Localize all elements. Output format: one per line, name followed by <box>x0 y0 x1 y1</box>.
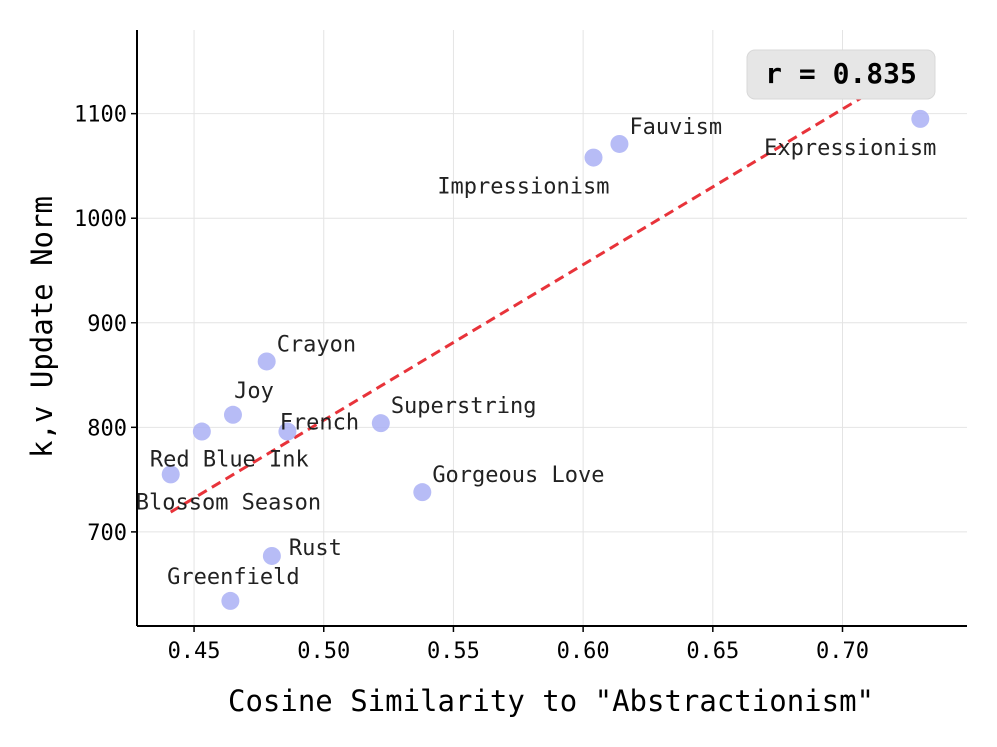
point-label: Fauvism <box>629 115 722 140</box>
grid-lines <box>137 30 967 626</box>
point-label: Gorgeous Love <box>432 463 604 488</box>
y-ticks: 700 800 900 1000 1100 <box>74 103 137 546</box>
point-label: Blossom Season <box>136 490 321 515</box>
y-tick-label: 1100 <box>74 103 127 128</box>
point-label: Greenfield <box>167 565 299 590</box>
x-tick-label: 0.65 <box>686 639 739 664</box>
data-point <box>262 546 281 565</box>
y-tick-label: 800 <box>87 416 127 441</box>
data-point <box>192 422 211 441</box>
x-tick-label: 0.45 <box>168 639 221 664</box>
y-axis-title: k,v Update Norm <box>25 196 59 458</box>
y-tick-label: 1000 <box>74 207 127 232</box>
data-point <box>221 591 240 610</box>
x-tick-label: 0.60 <box>557 639 610 664</box>
x-tick-label: 0.50 <box>297 639 350 664</box>
y-tick-label: 900 <box>87 312 127 337</box>
data-point <box>584 148 603 167</box>
trendline-layer <box>169 61 922 514</box>
data-point <box>257 352 276 371</box>
point-label: Rust <box>289 536 342 561</box>
data-point <box>413 483 432 502</box>
data-point <box>610 134 629 153</box>
point-label: Red Blue Ink <box>150 448 309 473</box>
x-ticks: 0.45 0.50 0.55 0.60 0.65 0.70 <box>168 626 869 664</box>
data-point <box>371 414 390 433</box>
x-tick-label: 0.55 <box>427 639 480 664</box>
data-point <box>278 422 297 441</box>
point-label: Superstring <box>391 394 537 419</box>
point-label: Crayon <box>277 332 356 357</box>
data-point <box>223 405 242 424</box>
correlation-annotation: r = 0.835 <box>746 49 936 100</box>
point-label: Impressionism <box>437 175 609 200</box>
correlation-label: r = 0.835 <box>765 57 917 90</box>
point-label: Joy <box>234 379 274 404</box>
x-axis-title: Cosine Similarity to "Abstractionism" <box>228 684 874 718</box>
point-label: French <box>280 411 359 436</box>
points-layer <box>161 109 930 610</box>
point-labels-layer: Expressionism Fauvism Impressionism CrayonJ… <box>136 115 937 590</box>
x-tick-label: 0.70 <box>816 639 869 664</box>
correlation-badge-bg <box>746 49 936 100</box>
y-tick-label: 700 <box>87 521 127 546</box>
trend-line <box>169 61 922 514</box>
data-point <box>161 465 180 484</box>
point-label: Expressionism <box>764 136 936 161</box>
data-point <box>911 109 930 128</box>
